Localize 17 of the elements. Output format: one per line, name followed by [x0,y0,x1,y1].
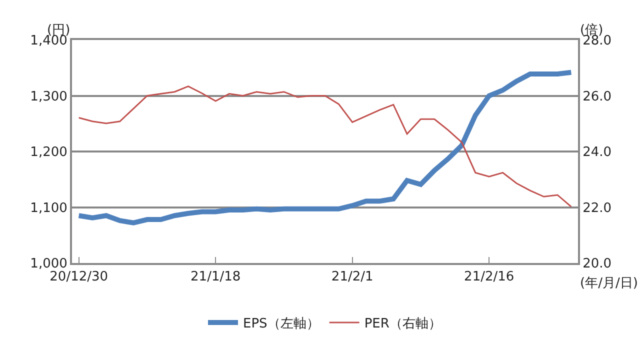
line-series [78,86,572,208]
y-tick-label: 1,300 [30,89,68,104]
y2-tick-label: 24.0 [582,145,612,160]
y-tick-label: 1,000 [30,256,68,272]
x-tick-label: 21/2/16 [464,270,514,285]
legend-label: PER（右軸） [364,316,442,332]
x-tick-label: 21/2/1 [331,270,374,285]
y2-tick-label: 26.0 [582,89,612,104]
y2-tick-label: 22.0 [582,200,612,216]
y-tick-label: 1,200 [30,145,68,160]
x-tick-label: 21/1/18 [190,270,241,285]
y-tick-label: 1,100 [30,200,68,216]
x-axis-title: (年/月/日) [580,276,638,291]
legend-label: EPS（左軸） [243,316,320,332]
y2-tick-label: 28.0 [582,34,612,49]
x-tick-label: 20/12/30 [50,270,108,285]
y2-tick-label: 20.0 [582,256,612,272]
